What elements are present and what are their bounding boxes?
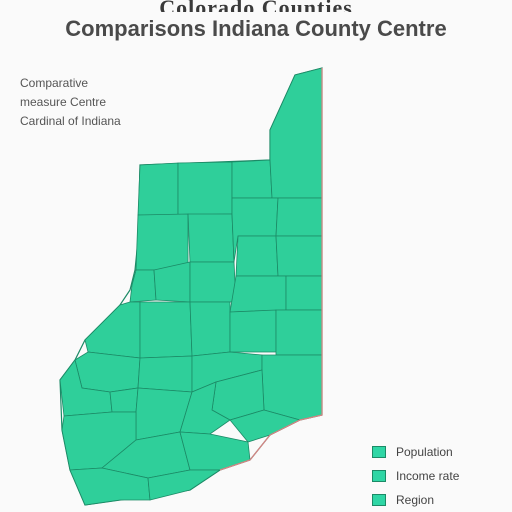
county: [275, 235, 323, 277]
county: [74, 351, 141, 393]
county: [139, 301, 193, 359]
legend-swatch: [372, 470, 386, 482]
county: [231, 159, 273, 199]
legend-label: Population: [396, 445, 453, 459]
county: [137, 162, 179, 216]
legend-swatch: [372, 494, 386, 506]
county: [229, 309, 277, 353]
county: [177, 161, 233, 216]
county: [235, 235, 279, 277]
map-legend: Population Income rate Region: [372, 440, 459, 512]
county: [129, 269, 157, 303]
county: [269, 67, 323, 199]
note-line: Comparative: [20, 76, 89, 90]
note-line: measure Centre: [20, 95, 107, 109]
map-title: Colorado Counties Comparisons Indiana Co…: [0, 0, 512, 42]
map-title-top: Colorado Counties: [0, 0, 512, 12]
map-title-main: Comparisons Indiana County Centre: [65, 16, 447, 41]
county: [229, 275, 287, 313]
county: [187, 213, 235, 263]
county: [275, 309, 323, 356]
legend-swatch: [372, 446, 386, 458]
county: [261, 354, 323, 421]
county: [135, 213, 189, 271]
county: [179, 431, 251, 471]
note-line: Cardinal of Indiana: [20, 114, 121, 128]
legend-label: Income rate: [396, 469, 460, 483]
county: [137, 355, 193, 393]
map-notes: Comparative measure Centre Cardinal of I…: [20, 74, 180, 131]
county: [189, 301, 231, 357]
county: [84, 301, 141, 359]
legend-item: Population: [372, 440, 459, 464]
state-border-line: [219, 68, 323, 471]
county: [275, 197, 323, 237]
county: [189, 261, 237, 303]
legend-label: Region: [396, 493, 435, 507]
county: [285, 275, 323, 311]
legend-item: Region: [372, 488, 459, 512]
county: [147, 469, 222, 501]
county: [109, 387, 139, 413]
county: [229, 409, 302, 443]
legend-item: Income rate: [372, 464, 459, 488]
